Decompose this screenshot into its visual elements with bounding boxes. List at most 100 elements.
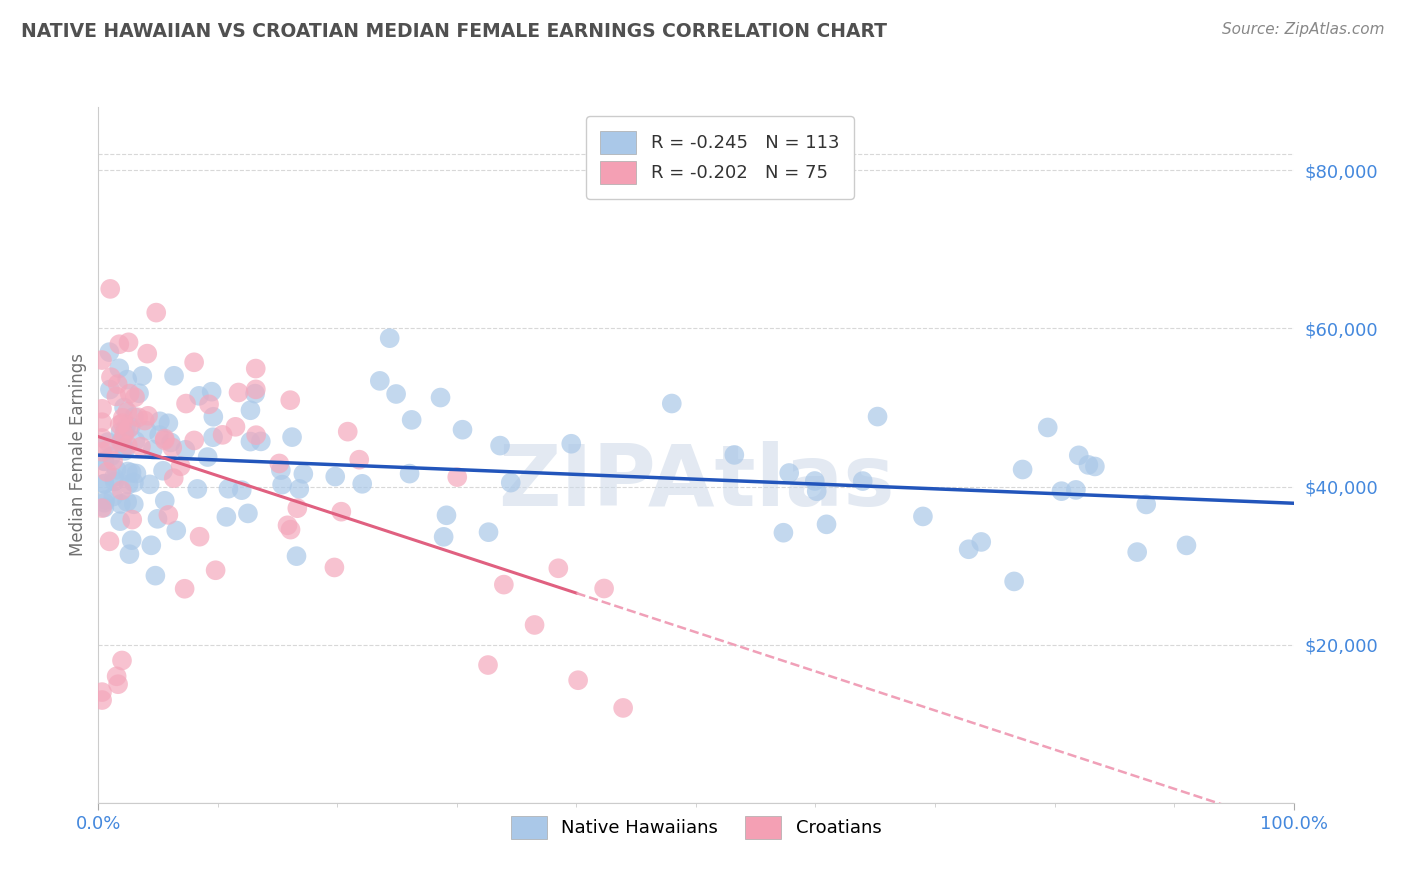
Point bbox=[202, 430, 225, 444]
Point bbox=[153, 434, 176, 448]
Point bbox=[131, 368, 153, 383]
Point bbox=[145, 305, 167, 319]
Point bbox=[112, 401, 135, 415]
Point bbox=[115, 495, 138, 509]
Point bbox=[278, 393, 301, 408]
Point bbox=[98, 534, 121, 549]
Point bbox=[250, 434, 273, 449]
Point bbox=[111, 483, 134, 498]
Point bbox=[323, 560, 346, 574]
Point bbox=[107, 677, 129, 691]
Point bbox=[560, 436, 582, 450]
Point bbox=[162, 441, 184, 455]
Y-axis label: Median Female Earnings: Median Female Earnings bbox=[69, 353, 87, 557]
Point bbox=[239, 403, 262, 417]
Point bbox=[98, 345, 121, 359]
Point bbox=[163, 471, 186, 485]
Point bbox=[93, 500, 115, 515]
Point bbox=[239, 434, 262, 449]
Point bbox=[91, 415, 114, 429]
Point bbox=[1002, 574, 1025, 589]
Point bbox=[93, 496, 115, 510]
Point bbox=[957, 542, 980, 557]
Text: Source: ZipAtlas.com: Source: ZipAtlas.com bbox=[1222, 22, 1385, 37]
Point bbox=[96, 465, 118, 479]
Text: NATIVE HAWAIIAN VS CROATIAN MEDIAN FEMALE EARNINGS CORRELATION CHART: NATIVE HAWAIIAN VS CROATIAN MEDIAN FEMAL… bbox=[21, 22, 887, 41]
Point bbox=[1036, 420, 1059, 434]
Point bbox=[401, 413, 423, 427]
Point bbox=[204, 563, 226, 577]
Point bbox=[98, 282, 121, 296]
Point bbox=[91, 444, 114, 458]
Point bbox=[188, 530, 211, 544]
Point bbox=[118, 386, 141, 401]
Point bbox=[1064, 483, 1087, 497]
Point bbox=[103, 470, 125, 484]
Point bbox=[135, 424, 157, 438]
Point bbox=[146, 512, 169, 526]
Point bbox=[433, 530, 456, 544]
Point bbox=[183, 434, 205, 448]
Point bbox=[94, 493, 117, 508]
Point bbox=[723, 448, 745, 462]
Point bbox=[138, 477, 160, 491]
Point bbox=[292, 467, 315, 481]
Point bbox=[245, 382, 267, 396]
Point bbox=[815, 517, 838, 532]
Point bbox=[141, 538, 163, 552]
Point bbox=[157, 508, 180, 522]
Point bbox=[117, 422, 139, 436]
Point bbox=[93, 454, 115, 468]
Point bbox=[112, 427, 135, 442]
Point bbox=[91, 353, 114, 368]
Point bbox=[398, 467, 420, 481]
Point bbox=[91, 431, 114, 445]
Point bbox=[114, 443, 136, 458]
Point bbox=[852, 474, 875, 488]
Point bbox=[117, 477, 139, 491]
Point bbox=[153, 432, 176, 446]
Point bbox=[136, 409, 159, 423]
Point bbox=[157, 417, 180, 431]
Point bbox=[136, 346, 159, 360]
Point bbox=[1126, 545, 1149, 559]
Point bbox=[186, 482, 208, 496]
Point bbox=[112, 441, 135, 455]
Point bbox=[105, 669, 128, 683]
Point bbox=[778, 466, 800, 480]
Point bbox=[567, 673, 589, 688]
Point bbox=[115, 405, 138, 419]
Point bbox=[911, 509, 934, 524]
Point bbox=[270, 463, 292, 477]
Point bbox=[108, 361, 131, 376]
Point bbox=[118, 547, 141, 561]
Point bbox=[120, 419, 142, 434]
Point bbox=[188, 389, 211, 403]
Point bbox=[280, 523, 302, 537]
Point bbox=[269, 457, 291, 471]
Point bbox=[122, 409, 145, 424]
Point bbox=[352, 476, 374, 491]
Point bbox=[128, 386, 150, 401]
Point bbox=[197, 450, 219, 464]
Point bbox=[97, 435, 120, 450]
Point bbox=[110, 434, 132, 448]
Point bbox=[98, 383, 121, 397]
Point bbox=[1050, 484, 1073, 499]
Point bbox=[127, 410, 149, 425]
Point bbox=[110, 435, 132, 450]
Point bbox=[121, 512, 143, 526]
Point bbox=[368, 374, 391, 388]
Point bbox=[228, 385, 250, 400]
Point bbox=[165, 524, 187, 538]
Point bbox=[593, 582, 616, 596]
Point bbox=[159, 435, 181, 450]
Point bbox=[429, 391, 451, 405]
Point bbox=[202, 409, 225, 424]
Point bbox=[245, 428, 267, 442]
Point bbox=[288, 482, 311, 496]
Point bbox=[285, 501, 308, 516]
Point bbox=[245, 361, 267, 376]
Point bbox=[104, 475, 127, 489]
Point bbox=[174, 442, 197, 457]
